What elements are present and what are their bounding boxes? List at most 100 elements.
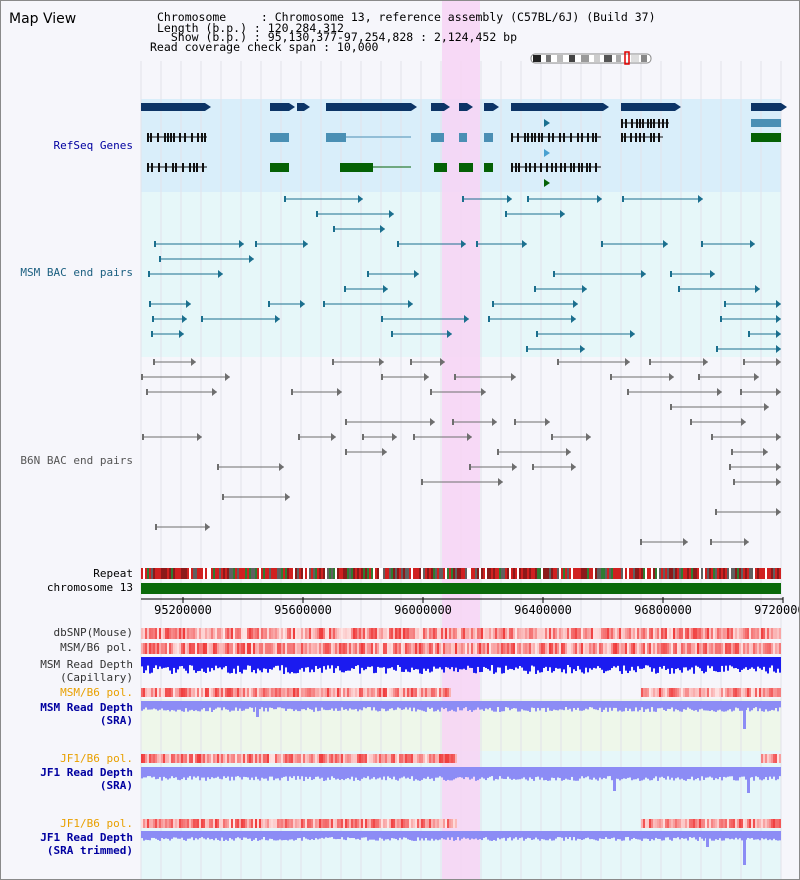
track-label-jf1-b6-pol-2[interactable]: JF1/B6 pol. — [60, 817, 133, 830]
repeat-segment — [185, 568, 187, 579]
heat-cell — [609, 628, 611, 639]
track-label-msm-b6-pol-2[interactable]: MSM/B6 pol. — [60, 686, 133, 699]
heat-cell — [741, 688, 743, 697]
heat-cell — [161, 819, 163, 828]
read-depth-bar — [383, 831, 385, 841]
repeat-segment — [607, 568, 609, 579]
heat-cell — [287, 754, 289, 763]
repeat-segment — [537, 568, 539, 579]
read-depth-bar — [365, 831, 367, 838]
track-label-msm-bac[interactable]: MSM BAC end pairs — [20, 266, 133, 279]
track-label-refseq[interactable]: RefSeq Genes — [53, 139, 133, 152]
track-label-msm-b6-pol[interactable]: MSM/B6 pol. — [60, 641, 133, 654]
repeat-segment — [733, 568, 735, 579]
read-depth-bar — [197, 657, 199, 672]
read-depth-bar — [489, 831, 491, 841]
heat-cell — [719, 688, 721, 697]
read-depth-bar — [469, 767, 471, 780]
bac-end-arrow — [186, 300, 191, 308]
read-depth-bar — [299, 767, 301, 780]
heat-cell — [317, 819, 319, 828]
heat-cell — [709, 628, 711, 639]
heat-cell — [211, 754, 213, 763]
heat-cell — [425, 754, 427, 763]
track-label-jf1-depth-sra[interactable]: JF1 Read Depth — [40, 766, 133, 779]
heat-cell — [219, 754, 221, 763]
heat-cell — [371, 628, 373, 639]
heat-cell — [279, 628, 281, 639]
read-depth-bar — [427, 767, 429, 777]
heat-cell — [273, 819, 275, 828]
track-label-msm-depth-sra[interactable]: MSM Read Depth — [40, 701, 133, 714]
heat-cell — [215, 628, 217, 639]
heat-cell — [405, 643, 407, 654]
heat-cell — [451, 628, 453, 639]
track-label-dbsnp[interactable]: dbSNP(Mouse) — [53, 626, 133, 639]
heat-cell — [703, 628, 705, 639]
read-depth-bar — [559, 831, 561, 838]
track-label-jf1-depth-trimmed[interactable]: JF1 Read Depth — [40, 831, 133, 844]
heat-cell — [285, 628, 287, 639]
repeat-segment — [141, 568, 143, 579]
read-depth-bar — [751, 657, 753, 668]
track-label-jf1-b6-pol[interactable]: JF1/B6 pol. — [60, 752, 133, 765]
heat-cell — [725, 819, 727, 828]
bac-end-arrow — [212, 388, 217, 396]
read-depth-bar — [273, 657, 275, 668]
heat-cell — [317, 643, 319, 654]
read-depth-bar — [581, 767, 583, 777]
read-depth-bar — [463, 831, 465, 838]
read-depth-bar — [333, 701, 335, 711]
read-depth-bar — [403, 767, 405, 777]
heat-cell — [763, 819, 765, 828]
read-depth-bar — [563, 767, 565, 780]
read-depth-bar — [767, 831, 769, 841]
heat-cell — [273, 643, 275, 654]
repeat-segment — [577, 568, 579, 579]
heat-cell — [311, 643, 313, 654]
heat-cell — [437, 819, 439, 828]
repeat-segment — [195, 568, 197, 579]
exon — [147, 163, 149, 172]
heat-cell — [561, 628, 563, 639]
heat-cell — [775, 688, 777, 697]
track-label-repeat: Repeat — [93, 567, 133, 580]
repeat-segment — [743, 568, 745, 579]
read-depth-bar — [369, 657, 371, 668]
read-depth-bar — [413, 701, 415, 708]
read-depth-bar — [581, 701, 583, 711]
repeat-segment — [341, 568, 343, 579]
read-depth-bar — [497, 831, 499, 838]
read-depth-bar — [717, 831, 719, 840]
read-depth-bar — [713, 657, 715, 671]
repeat-segment — [519, 568, 521, 579]
exon — [196, 163, 198, 172]
read-depth-bar — [563, 831, 565, 841]
heat-cell — [145, 688, 147, 697]
heat-cell — [445, 819, 447, 828]
repeat-segment — [161, 568, 163, 579]
read-depth-bar — [659, 831, 661, 839]
heat-cell — [295, 688, 297, 697]
heat-cell — [529, 628, 531, 639]
heat-cell — [329, 628, 331, 639]
heat-cell — [279, 643, 281, 654]
read-depth-bar — [477, 657, 479, 667]
heat-cell — [383, 688, 385, 697]
read-depth-bar — [549, 767, 551, 781]
track-label-b6n-bac[interactable]: B6N BAC end pairs — [20, 454, 133, 467]
heat-cell — [363, 754, 365, 763]
exon — [546, 163, 548, 172]
heat-cell — [315, 754, 317, 763]
read-depth-bar — [219, 701, 221, 708]
track-label-msm-depth-capillary[interactable]: MSM Read Depth — [40, 658, 133, 671]
heat-cell — [609, 643, 611, 654]
heat-cell — [191, 643, 193, 654]
repeat-segment — [491, 568, 493, 579]
heat-cell — [307, 688, 309, 697]
heat-cell — [149, 643, 151, 654]
heat-cell — [623, 628, 625, 639]
heat-cell — [233, 688, 235, 697]
bac-end-arrow — [571, 315, 576, 323]
